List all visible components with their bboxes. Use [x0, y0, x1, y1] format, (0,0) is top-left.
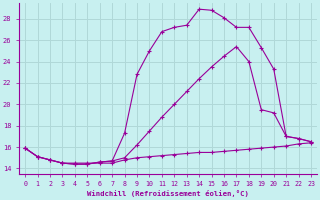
X-axis label: Windchill (Refroidissement éolien,°C): Windchill (Refroidissement éolien,°C) [87, 190, 249, 197]
